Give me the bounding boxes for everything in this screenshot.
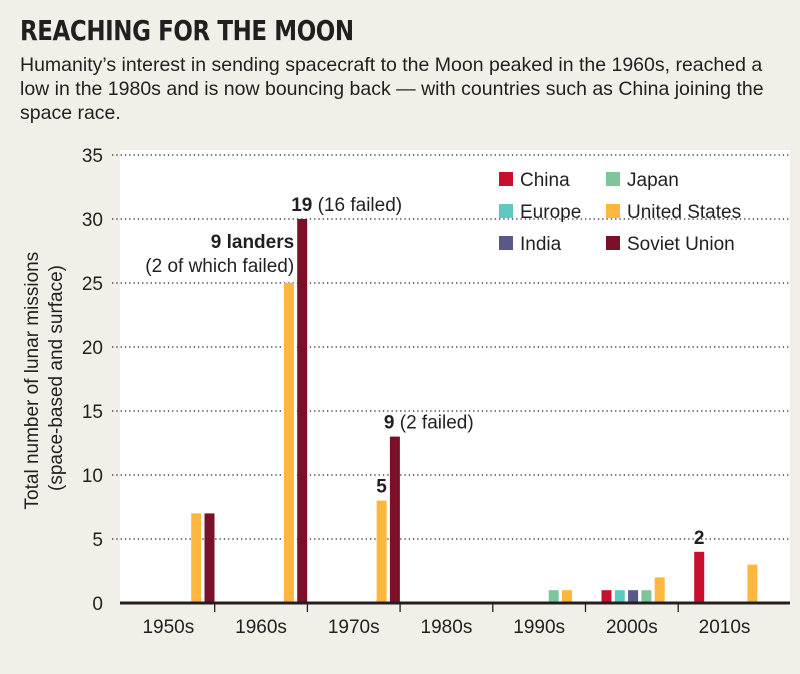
annotation-bold: 19 — [291, 195, 312, 216]
y-axis-label-line-2: (space-based and surface) — [46, 265, 67, 491]
y-tick-label: 20 — [82, 338, 103, 359]
bar-europe-2000s — [614, 590, 625, 603]
x-tick-label: 1970s — [328, 617, 380, 638]
annotation: 9 (2 failed) — [384, 413, 474, 434]
annotation-text: (16 failed) — [312, 195, 402, 216]
chart-title: REACHING FOR THE MOON — [20, 14, 354, 47]
y-tick-label: 10 — [82, 466, 103, 487]
x-tick-label: 1990s — [513, 617, 565, 638]
bar-soviet-union-1960s — [297, 219, 308, 603]
x-tick-label: 1980s — [421, 617, 473, 638]
y-axis-label-line-1: Total number of lunar missions — [22, 252, 43, 510]
legend-label: India — [520, 234, 562, 255]
bar-india-2000s — [628, 590, 639, 603]
annotation: 9 landers (2 of which failed) — [145, 232, 294, 277]
annotation-bold: 9 — [384, 413, 395, 434]
annotation-text: (2 of which failed) — [145, 256, 294, 277]
bar-china-2010s — [694, 551, 705, 603]
y-tick-label: 25 — [82, 274, 103, 295]
bar-japan-1990s — [548, 590, 559, 603]
legend-label: Japan — [627, 170, 679, 191]
annotation-bold: 9 landers — [211, 232, 294, 253]
bar-united-states-1960s — [283, 283, 294, 603]
y-axis-label: Total number of lunar missions (space-ba… — [22, 247, 67, 510]
annotation: 19 (16 failed) — [291, 195, 402, 216]
legend-swatch-europe — [499, 204, 513, 218]
legend-swatch-united-states — [606, 204, 620, 218]
bar-soviet-union-1970s — [389, 436, 400, 603]
legend-swatch-china — [499, 172, 513, 186]
chart-subtitle: Humanity’s interest in sending spacecraf… — [20, 54, 764, 124]
legend-label: Soviet Union — [627, 234, 735, 255]
x-tick-label: 1950s — [142, 617, 194, 638]
y-tick-label: 0 — [92, 594, 103, 615]
bar-soviet-union-1950s — [204, 513, 215, 603]
annotation-bold: 2 — [694, 528, 705, 549]
x-tick-label: 2010s — [699, 617, 751, 638]
legend-swatch-india — [499, 236, 513, 250]
x-tick-label: 2000s — [606, 617, 658, 638]
annotation: 5 — [376, 477, 387, 498]
bar-united-states-1950s — [191, 513, 202, 603]
bar-china-2000s — [601, 590, 612, 603]
bar-united-states-2010s — [747, 564, 758, 603]
bar-united-states-2000s — [654, 577, 665, 603]
legend-label: Europe — [520, 202, 581, 223]
legend-swatch-japan — [606, 172, 620, 186]
bar-japan-2000s — [641, 590, 652, 603]
y-tick-label: 15 — [82, 402, 103, 423]
y-tick-label: 5 — [92, 530, 103, 551]
legend-label: United States — [627, 202, 741, 223]
annotation-text: (2 failed) — [394, 413, 473, 434]
bar-united-states-1970s — [376, 500, 387, 603]
plot-background — [120, 150, 790, 603]
x-tick-label: 1960s — [235, 617, 287, 638]
bar-united-states-1990s — [562, 590, 572, 603]
annotation-bold: 5 — [376, 477, 387, 498]
annotation: 2 — [694, 528, 705, 549]
legend-label: China — [520, 170, 570, 191]
y-tick-label: 30 — [82, 210, 103, 231]
y-tick-label: 35 — [82, 146, 103, 167]
legend-swatch-soviet-union — [606, 236, 620, 250]
